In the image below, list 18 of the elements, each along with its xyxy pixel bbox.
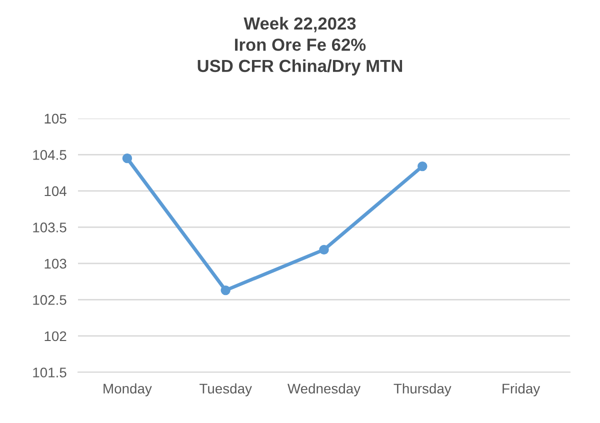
- x-tick-label: Monday: [104, 383, 152, 396]
- point: [418, 161, 428, 172]
- x-tick-label: Thursday: [394, 383, 452, 396]
- x-tick-label: Friday: [502, 383, 540, 396]
- y-tick-label: 103: [44, 258, 66, 269]
- y-tick-label: 104: [44, 186, 66, 196]
- point: [319, 244, 329, 255]
- chart-title: Week 22,2023 Iron Ore Fe 62% USD CFR China/Dry MTN: [198, 16, 402, 76]
- point: [122, 153, 132, 164]
- y-tick-label: 102: [44, 331, 66, 342]
- y-tick-label: 104.5: [33, 150, 66, 160]
- point: [220, 285, 230, 296]
- y-tick-label: 102.5: [33, 295, 66, 305]
- x-tick-label: Wednesday: [288, 383, 361, 396]
- y-tick-label: 105: [44, 114, 66, 124]
- y-tick-label: 101.5: [33, 368, 66, 378]
- x-tick-label: Tuesday: [200, 383, 252, 396]
- y-tick-label: 103.5: [33, 222, 66, 232]
